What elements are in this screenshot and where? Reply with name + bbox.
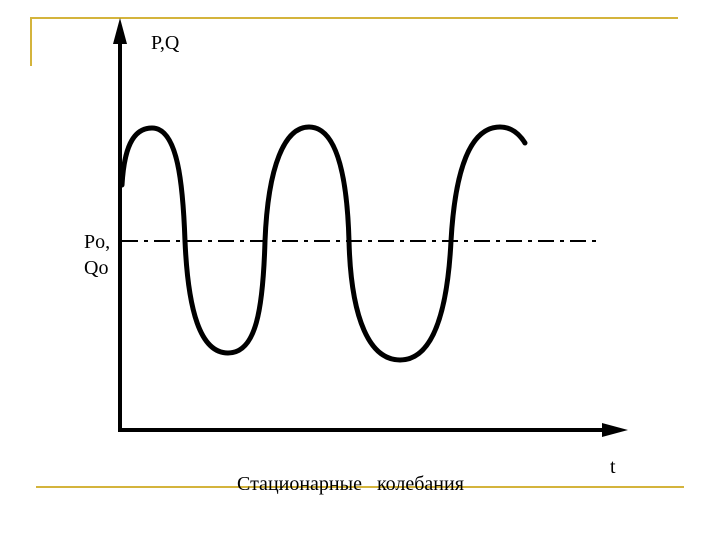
- y-axis-arrow: [113, 18, 127, 44]
- equilibrium-label-line1: Po,: [84, 231, 110, 253]
- caption: Стационарные колебания: [237, 473, 464, 495]
- y-axis-label: P,Q: [151, 32, 180, 54]
- x-axis-label: t: [610, 456, 616, 478]
- equilibrium-label-line2: Qo: [84, 257, 108, 279]
- x-axis-arrow: [602, 423, 628, 437]
- oscillation-curve: [119, 124, 528, 363]
